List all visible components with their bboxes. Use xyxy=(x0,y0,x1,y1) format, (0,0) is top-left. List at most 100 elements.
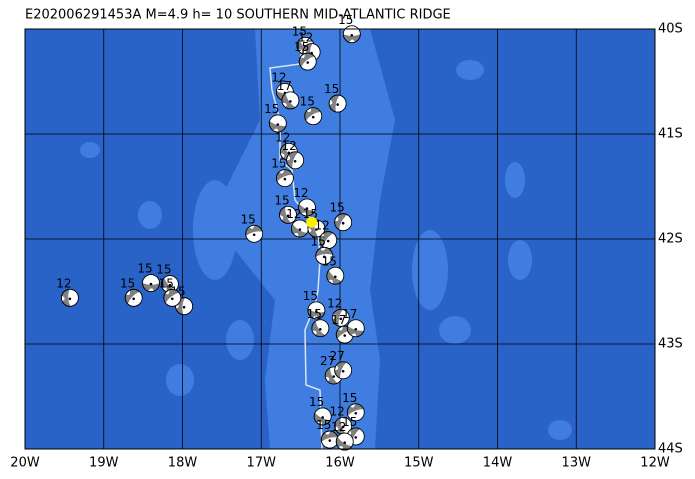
beachball-dilatation xyxy=(286,155,291,161)
beachball-outline xyxy=(268,114,287,133)
pressure-axis xyxy=(306,61,310,64)
beachball-dilatation xyxy=(68,289,79,307)
focal-mechanism xyxy=(281,91,300,110)
beachball-dilatation xyxy=(347,319,365,331)
x-tick-label: 16W xyxy=(325,456,355,471)
beachball-outline xyxy=(304,107,323,126)
beachball-dilatation xyxy=(148,288,154,292)
depth-label: 12 xyxy=(281,139,296,153)
depth-label: 15 xyxy=(264,102,279,116)
beachball-dilatation xyxy=(297,49,303,54)
x-tick-label: 14W xyxy=(483,456,513,471)
focal-mechanism xyxy=(334,361,353,380)
beachball-outline xyxy=(298,52,317,71)
beachball-dilatation xyxy=(282,102,287,108)
x-tick-label: 19W xyxy=(89,456,119,471)
depth-label: 12 xyxy=(330,404,345,418)
focal-mechanism xyxy=(175,297,193,316)
depth-label: 15 xyxy=(330,201,345,215)
pressure-axis xyxy=(149,282,153,286)
focal-mechanism xyxy=(346,319,365,338)
beachball-outline xyxy=(342,25,361,44)
focal-mechanism xyxy=(286,151,305,170)
beachball-outline xyxy=(313,407,332,426)
pressure-axis xyxy=(333,275,337,279)
pressure-axis xyxy=(341,369,345,373)
beachball-dilatation xyxy=(334,364,339,371)
map-title: E202006291453A M=4.9 h= 10 SOUTHERN MID-… xyxy=(25,8,451,23)
focal-mechanism xyxy=(124,288,143,307)
beachball-dilatation xyxy=(276,83,294,94)
pressure-axis xyxy=(321,416,324,419)
pressure-axis xyxy=(332,375,335,378)
map-frame xyxy=(24,28,656,450)
focal-mechanism xyxy=(326,266,345,285)
pressure-axis xyxy=(341,221,345,225)
beachball-dilatation xyxy=(312,315,319,319)
depth-label: 15 xyxy=(338,13,353,27)
depth-label: 12 xyxy=(315,219,330,233)
beachball-dilatation xyxy=(328,267,344,282)
depth-label: 12 xyxy=(56,276,71,290)
depth-label: 12 xyxy=(331,420,346,434)
beachball-dilatation xyxy=(279,215,284,221)
focal-mechanism xyxy=(335,432,354,451)
focal-mechanism xyxy=(275,169,294,188)
x-tick-label: 13W xyxy=(562,456,592,471)
pressure-axis xyxy=(354,327,358,331)
beachball-dilatation xyxy=(324,431,331,435)
focal-mechanism xyxy=(315,246,334,265)
beachball-outline xyxy=(275,169,294,188)
depth-label: 17 xyxy=(277,79,292,93)
beachball-outline xyxy=(335,432,354,451)
focal-mechanism xyxy=(313,407,332,426)
beachball-dilatation xyxy=(340,417,352,434)
x-tick-label: 15W xyxy=(404,456,434,471)
depth-label: 15 xyxy=(137,262,152,276)
beachball-dilatation xyxy=(277,174,294,187)
depth-label: 15 xyxy=(307,307,322,321)
beachball-dilatation xyxy=(320,233,324,239)
depth-label: 15 xyxy=(311,234,326,248)
beachball-dilatation xyxy=(307,227,312,233)
depth-label: 15 xyxy=(292,24,307,38)
beachball-dilatation xyxy=(314,220,325,237)
beachball-outline xyxy=(307,301,326,320)
depth-label: 17 xyxy=(331,313,346,327)
beachball-dilatation xyxy=(332,313,336,319)
pressure-axis xyxy=(354,411,358,415)
focal-mechanism xyxy=(290,219,309,238)
pressure-axis xyxy=(326,239,330,243)
beachball-dilatation xyxy=(293,233,299,237)
beachball-dilatation xyxy=(292,220,309,234)
beachball-dilatation xyxy=(334,216,339,222)
beachball-dilatation xyxy=(142,274,160,285)
pressure-axis xyxy=(339,317,343,321)
beachball-dilatation xyxy=(315,319,329,336)
depth-label: 15 xyxy=(271,157,286,171)
beachball-outline xyxy=(163,288,182,307)
x-tick-label: 20W xyxy=(10,456,40,471)
beachball-outline xyxy=(175,297,193,316)
beachball-dilatation xyxy=(301,212,307,216)
focal-mechanism xyxy=(245,224,264,243)
depth-label: 15 xyxy=(241,212,256,226)
beachball-dilatation xyxy=(351,428,365,445)
beachball-outline xyxy=(315,246,334,265)
beachball-dilatation xyxy=(338,309,350,327)
beachball-dilatation xyxy=(312,330,317,336)
beachball-dilatation xyxy=(307,301,325,313)
beachball-dilatation xyxy=(164,275,179,291)
depth-label: 15 xyxy=(303,289,318,303)
focal-mechanism xyxy=(342,25,361,44)
y-tick-label: 42S xyxy=(658,232,683,247)
beachball-dilatation xyxy=(350,403,356,408)
focal-mechanism xyxy=(279,205,297,224)
beachball-dilatation xyxy=(340,362,352,379)
beachball-dilatation xyxy=(273,128,279,132)
depth-label: 15 xyxy=(300,95,315,109)
depth-label: 12 xyxy=(286,207,301,221)
y-tick-label: 41S xyxy=(658,127,683,142)
beachball-outline xyxy=(346,403,365,422)
beachball-dilatation xyxy=(269,115,287,126)
